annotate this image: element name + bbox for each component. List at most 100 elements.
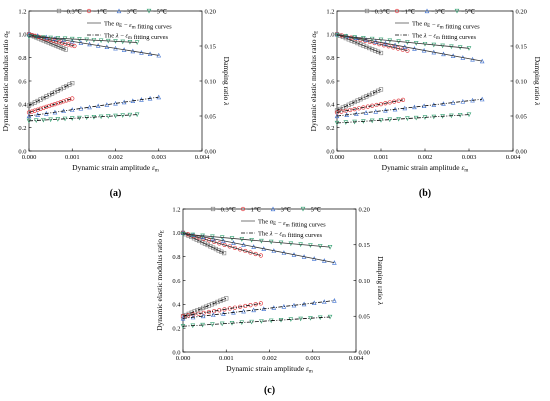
- x-tick-label: 0.004: [349, 355, 364, 362]
- data-point: [104, 102, 110, 107]
- data-point: [358, 97, 363, 102]
- series-group: [334, 33, 472, 126]
- alpha-fit-line: [182, 232, 335, 264]
- legend-marker: [424, 8, 430, 14]
- data-point: [348, 107, 353, 113]
- y-right-tick-label: 0.05: [359, 314, 370, 321]
- legend-label: −0.3℃: [63, 8, 83, 15]
- data-point: [221, 250, 227, 256]
- legend: −0.3℃ −1℃ −3℃ −5℃ The αE − εm fitting curves…: [56, 8, 172, 41]
- data-point: [224, 296, 229, 301]
- y-right-axis-title: Damping ratio λ: [222, 57, 231, 106]
- data-point: [64, 83, 69, 89]
- series-group: [26, 32, 77, 115]
- y-left-tick-label: 0.4: [326, 102, 335, 109]
- data-point: [51, 42, 56, 47]
- data-point: [44, 94, 49, 99]
- data-point: [218, 298, 223, 303]
- data-point: [201, 305, 206, 311]
- legend-marker: [394, 8, 400, 14]
- data-point: [253, 251, 258, 257]
- data-point: [58, 45, 63, 50]
- data-point: [52, 89, 58, 95]
- data-point: [370, 47, 375, 52]
- data-point: [48, 117, 53, 123]
- legend-label: −1℃: [401, 8, 416, 15]
- data-point: [258, 253, 263, 258]
- data-point: [67, 82, 72, 87]
- data-point: [412, 104, 417, 110]
- data-point: [259, 319, 264, 324]
- data-point: [56, 44, 61, 49]
- data-point: [460, 98, 466, 104]
- data-point: [32, 100, 37, 105]
- data-point: [391, 45, 396, 50]
- data-point: [373, 90, 378, 95]
- data-point: [340, 105, 345, 110]
- x-axis-title: Dynamic strain amplitude εm: [382, 163, 469, 174]
- y-right-tick-label: 0.20: [516, 8, 527, 15]
- data-point: [57, 40, 62, 45]
- data-point: [321, 299, 327, 304]
- y-left-tick-label: 0.8: [172, 254, 180, 261]
- legend-label: −3℃: [431, 8, 446, 15]
- data-point: [120, 113, 125, 118]
- data-point: [29, 109, 34, 114]
- y-left-tick-label: 0.8: [326, 55, 334, 62]
- alpha-fit-line: [182, 232, 225, 254]
- legend-label: −0.3℃: [371, 8, 391, 15]
- data-point: [227, 244, 232, 249]
- data-point: [222, 242, 227, 248]
- x-tick-label: 0.003: [151, 154, 166, 161]
- y-left-tick-label: 0.4: [172, 302, 181, 309]
- lambda-fit-line: [336, 99, 404, 113]
- data-point: [29, 101, 34, 107]
- chart-panel: 0.000 0.001 0.002 0.003 0.004 0.0 0.2 0.4 0.6 0.8…: [155, 206, 385, 396]
- data-point: [395, 46, 401, 51]
- y-right-tick-label: 0.00: [359, 349, 370, 356]
- chart-panel: 0.000 0.001 0.002 0.003 0.004 0.0 0.2 0.4 0.6 0.8…: [1, 8, 231, 199]
- data-point: [364, 94, 369, 99]
- data-point: [66, 42, 71, 47]
- legend-marker: [146, 8, 152, 14]
- y-right-tick-label: 0.20: [359, 206, 370, 213]
- y-right-tick-label: 0.15: [205, 43, 216, 50]
- data-point: [232, 245, 237, 251]
- lambda-fit-line: [28, 98, 73, 113]
- data-point: [367, 92, 372, 98]
- panel-label: (a): [110, 188, 122, 199]
- legend: −0.3℃ −1℃ −3℃ −5℃ The αE − εm fitting curves…: [210, 206, 326, 239]
- legend-label: −1℃: [93, 8, 108, 15]
- data-point: [281, 304, 287, 309]
- data-point: [332, 298, 337, 303]
- data-point: [41, 105, 46, 110]
- y-right-tick-label: 0.05: [205, 113, 216, 120]
- data-point: [396, 98, 401, 103]
- data-point: [237, 247, 243, 252]
- y-right-tick-label: 0.15: [359, 242, 370, 249]
- data-point: [361, 43, 366, 48]
- x-axis-title: Dynamic strain amplitude εm: [72, 163, 159, 174]
- x-tick-label: 0.001: [65, 154, 80, 161]
- legend-label: The αE − εm fitting curves: [258, 218, 326, 228]
- data-point: [47, 103, 52, 109]
- data-point: [113, 113, 118, 119]
- x-tick-label: 0.001: [219, 355, 234, 362]
- y-left-tick-label: 0.0: [18, 148, 26, 155]
- data-point: [211, 245, 216, 250]
- y-right-tick-label: 0.00: [205, 148, 216, 155]
- x-tick-label: 0.000: [22, 154, 37, 161]
- data-point: [248, 250, 253, 255]
- data-point: [405, 48, 410, 53]
- lambda-fit-line: [336, 98, 483, 117]
- y-right-axis-title: Damping ratio λ: [533, 57, 542, 106]
- data-point: [210, 322, 215, 327]
- data-point: [212, 301, 217, 306]
- data-point: [209, 302, 214, 307]
- data-point: [61, 46, 66, 51]
- legend-label: The αE − εm fitting curves: [104, 20, 172, 30]
- data-point: [58, 100, 63, 105]
- y-left-axis-title: Dynamic elastic modulus ratio αE: [309, 31, 320, 132]
- data-point: [364, 44, 369, 49]
- y-left-tick-label: 0.0: [326, 148, 334, 155]
